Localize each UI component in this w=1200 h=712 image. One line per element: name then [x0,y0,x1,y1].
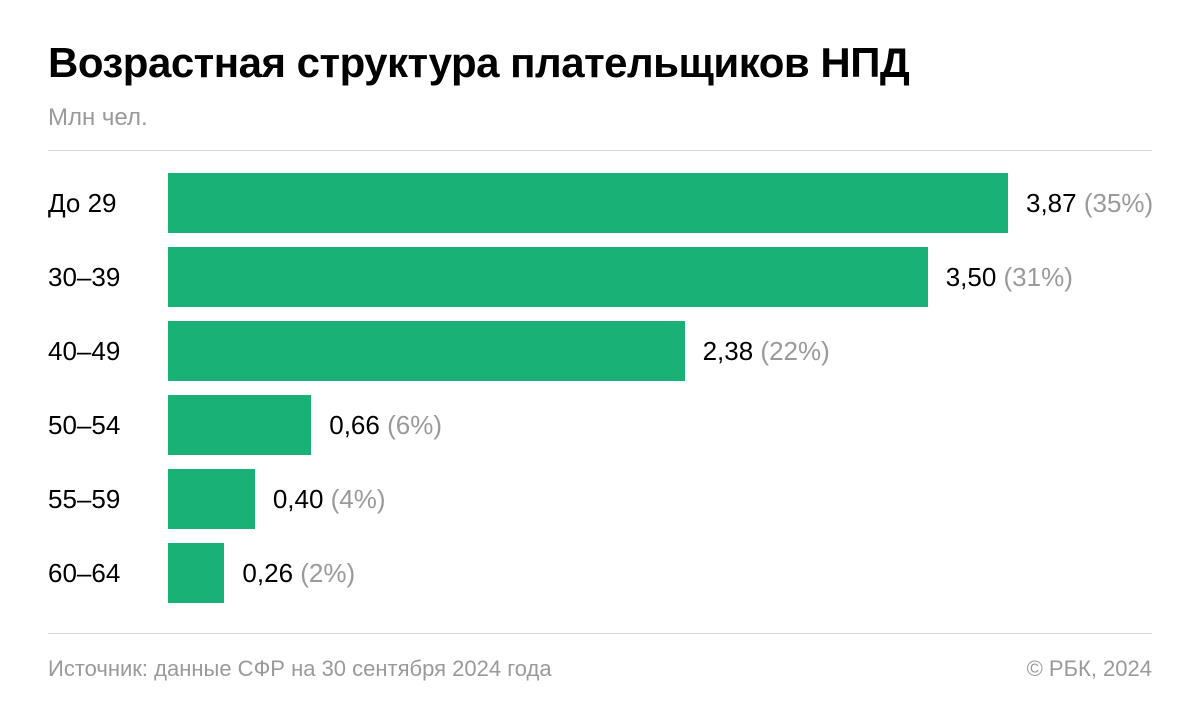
bar-track: 0,40 (4%) [168,469,1152,529]
bar-track: 3,50 (31%) [168,247,1152,307]
bar-track: 3,87 (35%) [168,173,1153,233]
bar-row: 30–39 3,50 (31%) [48,247,1152,307]
bar-fill [168,395,311,455]
bar-value-main: 0,40 [273,484,324,514]
bar-value-main: 0,66 [329,410,380,440]
bar-track: 0,66 (6%) [168,395,1152,455]
bar-label: 40–49 [48,336,168,367]
bar-value-pct: (6%) [380,410,442,440]
bar-value: 3,87 (35%) [1026,188,1153,219]
bar-label: 50–54 [48,410,168,441]
chart-footer: Источник: данные СФР на 30 сентября 2024… [48,636,1152,682]
bar-value: 0,26 (2%) [242,558,355,589]
bar-track: 0,26 (2%) [168,543,1152,603]
bar-fill [168,469,255,529]
bar-fill [168,247,928,307]
bar-value-main: 3,50 [946,262,997,292]
bar-value-pct: (2%) [293,558,355,588]
bar-fill [168,543,224,603]
bar-row: 60–64 0,26 (2%) [48,543,1152,603]
bar-value-main: 3,87 [1026,188,1077,218]
bar-value-main: 2,38 [703,336,754,366]
bottom-divider [48,633,1152,634]
chart-area: До 29 3,87 (35%) 30–39 3,50 (31%) 40–49 2,38 … [48,151,1152,625]
bar-value-pct: (31%) [996,262,1073,292]
bar-row: 55–59 0,40 (4%) [48,469,1152,529]
bar-fill [168,173,1008,233]
bar-value: 0,66 (6%) [329,410,442,441]
source-text: Источник: данные СФР на 30 сентября 2024… [48,656,552,682]
bar-row: 40–49 2,38 (22%) [48,321,1152,381]
bar-label: 55–59 [48,484,168,515]
chart-title: Возрастная структура плательщиков НПД [48,40,1152,86]
bar-value: 2,38 (22%) [703,336,830,367]
bar-label: 30–39 [48,262,168,293]
bar-value: 3,50 (31%) [946,262,1073,293]
copyright-text: © РБК, 2024 [1027,656,1152,682]
bar-label: 60–64 [48,558,168,589]
bar-value-pct: (35%) [1077,188,1154,218]
bar-fill [168,321,685,381]
bar-value-main: 0,26 [242,558,293,588]
bar-value-pct: (4%) [323,484,385,514]
bar-label: До 29 [48,188,168,219]
bar-track: 2,38 (22%) [168,321,1152,381]
bar-value-pct: (22%) [753,336,830,366]
bar-row: До 29 3,87 (35%) [48,173,1152,233]
chart-subtitle: Млн чел. [48,104,1152,132]
bar-value: 0,40 (4%) [273,484,386,515]
bar-row: 50–54 0,66 (6%) [48,395,1152,455]
